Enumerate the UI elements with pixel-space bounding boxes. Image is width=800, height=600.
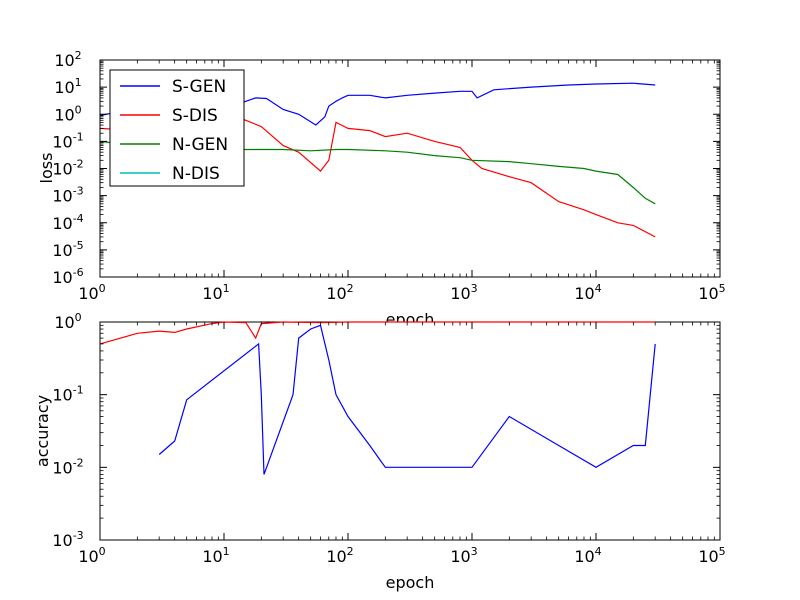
accuracy-series-s-dis	[99, 321, 656, 345]
legend-label-s-gen: S-GEN	[172, 77, 226, 97]
accuracy-series-group	[99, 321, 656, 475]
loss-ylabel: loss	[37, 153, 56, 184]
accuracy-ylabel: accuracy	[33, 395, 52, 467]
accuracy-plot-frame	[99, 321, 721, 541]
legend-label-n-dis: N-DIS	[172, 164, 220, 184]
accuracy-series-s-gen	[158, 324, 656, 475]
loss-panel: 100 101 102 103 104 10510-610-510-410-310-210…	[37, 49, 726, 329]
legend: S-GEN S-DIS N-GEN N-DIS	[109, 69, 245, 187]
legend-label-s-dis: S-DIS	[172, 106, 218, 126]
legend-label-n-gen: N-GEN	[172, 135, 228, 155]
legend-box	[109, 69, 245, 187]
accuracy-xlabel: epoch	[386, 573, 435, 592]
